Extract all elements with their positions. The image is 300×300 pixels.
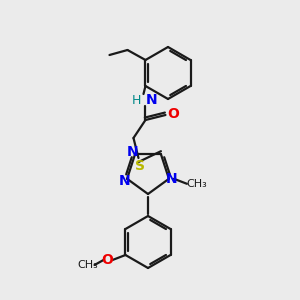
Text: S: S [136,159,146,173]
Text: CH₃: CH₃ [187,179,207,189]
Text: CH₃: CH₃ [77,260,98,270]
Text: O: O [101,253,113,267]
Text: H: H [132,94,142,106]
Text: N: N [118,174,130,188]
Text: N: N [126,145,138,159]
Text: N: N [166,172,178,186]
Text: O: O [167,107,179,121]
Text: N: N [146,93,157,107]
